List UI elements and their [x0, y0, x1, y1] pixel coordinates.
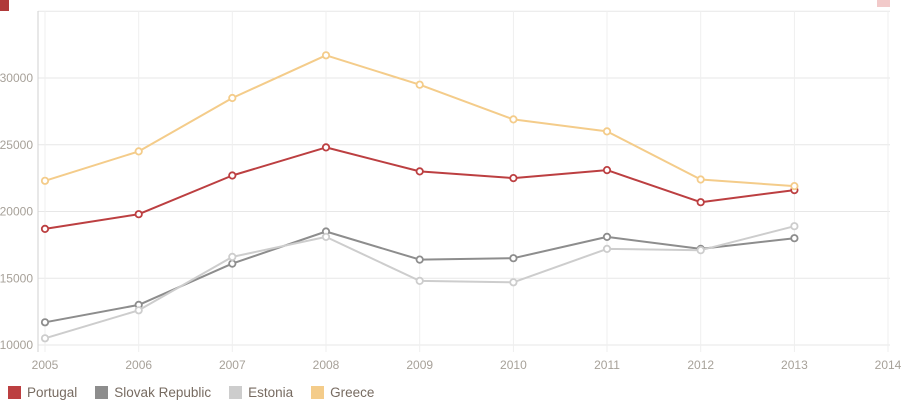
series-point	[790, 234, 799, 243]
series-point	[415, 276, 424, 285]
series-point	[40, 334, 50, 343]
partial-element-top-left	[0, 0, 9, 11]
legend-item[interactable]: Estonia	[229, 385, 293, 400]
series-point	[415, 255, 424, 264]
series-point	[40, 176, 50, 185]
series-point	[602, 232, 612, 241]
x-tick-label: 2013	[781, 358, 808, 372]
series-point	[134, 147, 143, 156]
legend-item[interactable]: Greece	[311, 385, 374, 400]
series-point	[696, 198, 705, 207]
legend-label: Estonia	[248, 384, 294, 400]
series-point	[228, 93, 237, 103]
y-tick-label: 20000	[0, 205, 33, 219]
series-point	[321, 143, 331, 152]
series-point	[228, 171, 237, 180]
legend-item[interactable]: Slovak Republic	[95, 385, 211, 400]
x-tick-label: 2011	[594, 358, 620, 372]
x-tick-label: 2006	[125, 358, 152, 372]
series-point	[602, 127, 612, 136]
series-point	[509, 254, 518, 263]
series-point	[40, 224, 50, 233]
partial-element-top-right	[877, 0, 890, 7]
series-point	[321, 51, 331, 60]
legend-label: Portugal	[27, 384, 78, 400]
series-point	[40, 318, 50, 327]
x-tick-label: 2009	[406, 358, 433, 372]
legend-swatch	[311, 385, 325, 399]
x-tick-label: 2012	[687, 358, 714, 372]
series-point	[790, 182, 799, 191]
legend-item[interactable]: Portugal	[8, 385, 77, 400]
x-tick-label: 2008	[313, 358, 340, 372]
series-point	[134, 306, 143, 315]
y-tick-label: 10000	[0, 338, 33, 352]
line-chart[interactable]: 10000 15000 20000 25000 30000 2005 2006 2007 200…	[0, 0, 910, 378]
series-point	[321, 232, 331, 241]
series-point	[134, 210, 143, 219]
series-point	[509, 115, 518, 124]
x-tick-label: 2007	[219, 358, 246, 372]
series-point	[509, 174, 518, 183]
y-tick-label: 30000	[0, 71, 33, 85]
x-tick-label: 2005	[32, 358, 59, 372]
legend-swatch	[8, 385, 21, 399]
legend: Portugal Slovak Republic Estonia Greece	[8, 381, 374, 403]
legend-swatch	[95, 385, 109, 399]
series-point	[228, 252, 237, 261]
series-point	[228, 259, 237, 268]
legend-swatch	[229, 385, 243, 399]
series-point	[696, 246, 705, 255]
series-point	[415, 80, 424, 89]
series-point	[790, 222, 799, 231]
series-point	[602, 166, 612, 175]
legend-label: Greece	[330, 384, 375, 400]
series-point	[415, 167, 424, 176]
legend-label: Slovak Republic	[114, 384, 212, 400]
x-tick-label: 2014	[875, 358, 902, 372]
chart-area: 10000 15000 20000 25000 30000 2005 2006 2007 200…	[0, 0, 910, 378]
series-point	[509, 278, 518, 287]
x-tick-label: 2010	[500, 358, 527, 372]
y-tick-label: 15000	[0, 271, 33, 285]
y-tick-label: 25000	[0, 138, 33, 152]
series-point	[696, 175, 705, 184]
series-point	[602, 244, 612, 253]
